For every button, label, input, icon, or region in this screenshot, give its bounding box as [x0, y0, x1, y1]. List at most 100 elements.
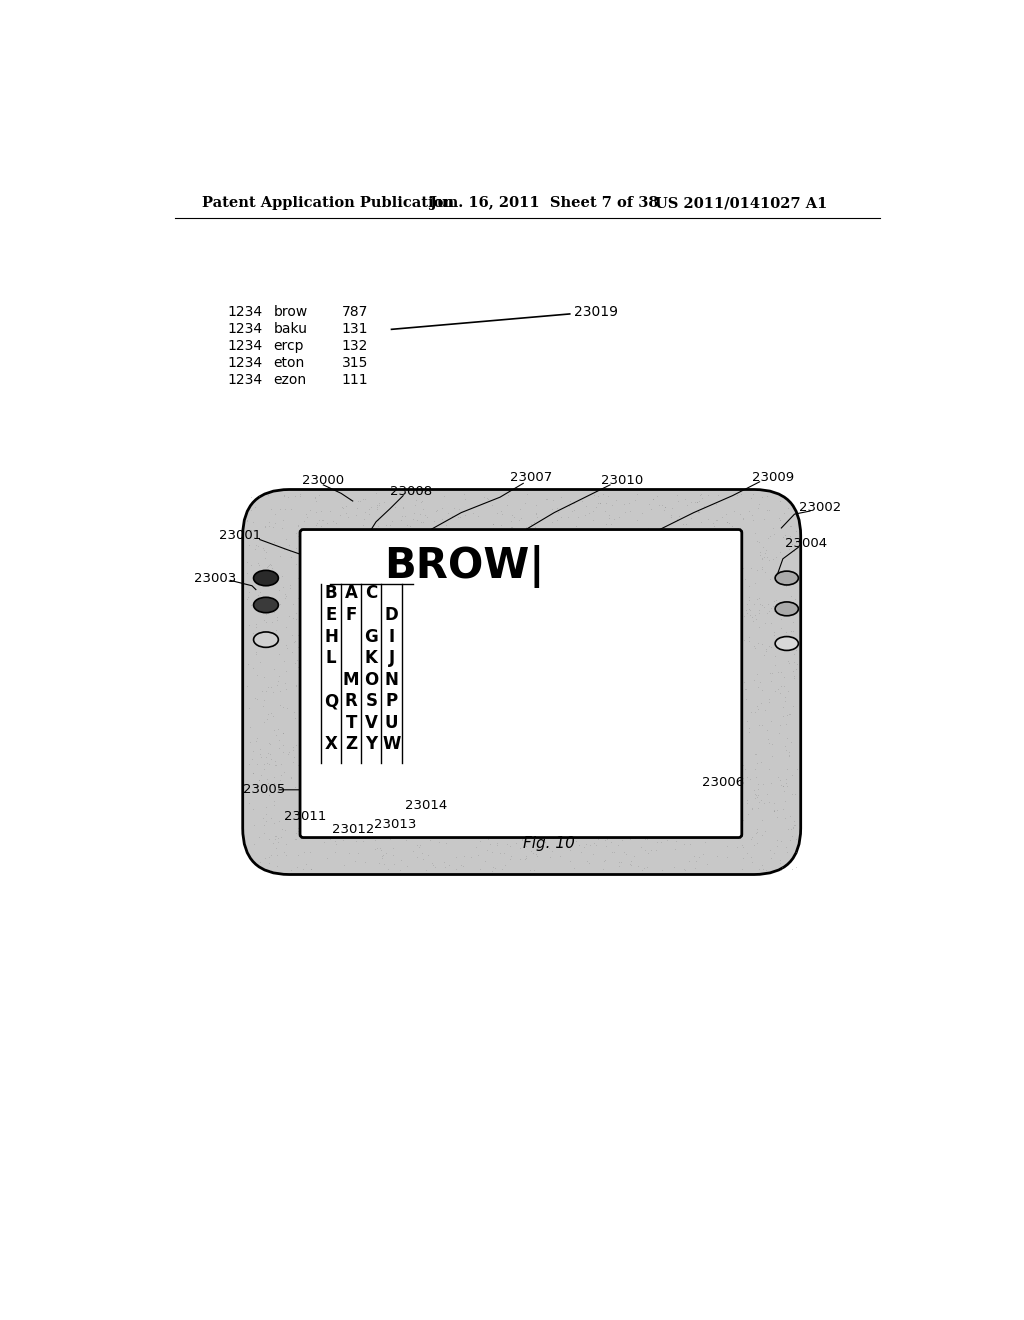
Point — [241, 792, 257, 813]
Point — [292, 553, 308, 574]
Point — [738, 767, 755, 788]
Point — [787, 532, 804, 553]
Point — [296, 511, 312, 532]
Point — [681, 851, 697, 873]
Point — [581, 503, 597, 524]
Point — [696, 832, 713, 853]
Point — [749, 560, 765, 581]
Point — [754, 854, 770, 875]
Point — [690, 502, 707, 523]
Point — [308, 502, 325, 523]
Point — [764, 746, 780, 767]
Point — [739, 710, 756, 731]
Point — [307, 486, 324, 507]
Point — [777, 808, 794, 829]
Point — [290, 568, 306, 589]
Point — [371, 853, 387, 874]
Point — [755, 536, 771, 557]
Text: 1234: 1234 — [227, 305, 262, 319]
Point — [488, 834, 505, 855]
Point — [355, 488, 372, 510]
Point — [751, 531, 767, 552]
Point — [550, 502, 566, 523]
Point — [276, 587, 293, 609]
Point — [769, 800, 785, 821]
Point — [585, 500, 601, 521]
Text: 1234: 1234 — [227, 374, 262, 387]
Point — [243, 486, 259, 507]
Point — [327, 830, 343, 851]
Point — [735, 508, 752, 529]
Point — [782, 620, 799, 642]
Point — [470, 843, 486, 865]
FancyBboxPatch shape — [300, 529, 741, 837]
Point — [494, 858, 510, 879]
Point — [378, 842, 394, 863]
Point — [741, 599, 758, 620]
Point — [255, 759, 271, 780]
Point — [761, 689, 777, 710]
Text: 315: 315 — [342, 356, 369, 370]
Point — [436, 486, 453, 507]
Point — [622, 500, 638, 521]
Text: 1234: 1234 — [227, 339, 262, 354]
Point — [743, 828, 760, 849]
Point — [482, 834, 499, 855]
Point — [272, 752, 289, 774]
Point — [376, 491, 392, 512]
Point — [283, 499, 299, 520]
Point — [295, 858, 311, 879]
Point — [749, 609, 765, 630]
Point — [781, 742, 798, 763]
Point — [597, 500, 613, 521]
Point — [782, 818, 799, 840]
Text: 23004: 23004 — [785, 537, 827, 550]
Point — [288, 734, 304, 755]
Point — [772, 853, 788, 874]
Point — [398, 515, 415, 536]
Point — [518, 847, 535, 869]
Text: 23003: 23003 — [194, 572, 236, 585]
Point — [247, 539, 263, 560]
Point — [258, 603, 274, 624]
Point — [407, 494, 423, 515]
Point — [686, 845, 702, 866]
Point — [356, 851, 373, 873]
Point — [707, 517, 723, 539]
Point — [354, 513, 371, 535]
Point — [517, 849, 534, 870]
Point — [252, 743, 268, 764]
Point — [463, 846, 479, 867]
Point — [427, 857, 443, 878]
Point — [742, 487, 759, 508]
Point — [270, 738, 287, 759]
Point — [493, 500, 509, 521]
Point — [288, 822, 304, 843]
Point — [640, 843, 656, 865]
Point — [783, 585, 800, 606]
Point — [415, 849, 431, 870]
Point — [521, 859, 538, 880]
Point — [740, 576, 757, 597]
Point — [241, 697, 257, 718]
Text: U: U — [385, 714, 398, 731]
Point — [276, 841, 293, 862]
Point — [766, 601, 782, 622]
Point — [528, 503, 545, 524]
Text: I: I — [388, 627, 394, 645]
Point — [239, 589, 255, 610]
Point — [255, 539, 271, 560]
Point — [257, 516, 273, 537]
Point — [615, 842, 632, 863]
Point — [749, 752, 765, 774]
Point — [735, 507, 752, 528]
Point — [595, 483, 611, 504]
Point — [281, 605, 297, 626]
Point — [266, 750, 283, 771]
Point — [260, 676, 276, 697]
Text: 23012: 23012 — [332, 824, 374, 837]
Point — [739, 792, 756, 813]
Point — [738, 599, 755, 620]
Point — [256, 515, 272, 536]
Point — [735, 767, 752, 788]
